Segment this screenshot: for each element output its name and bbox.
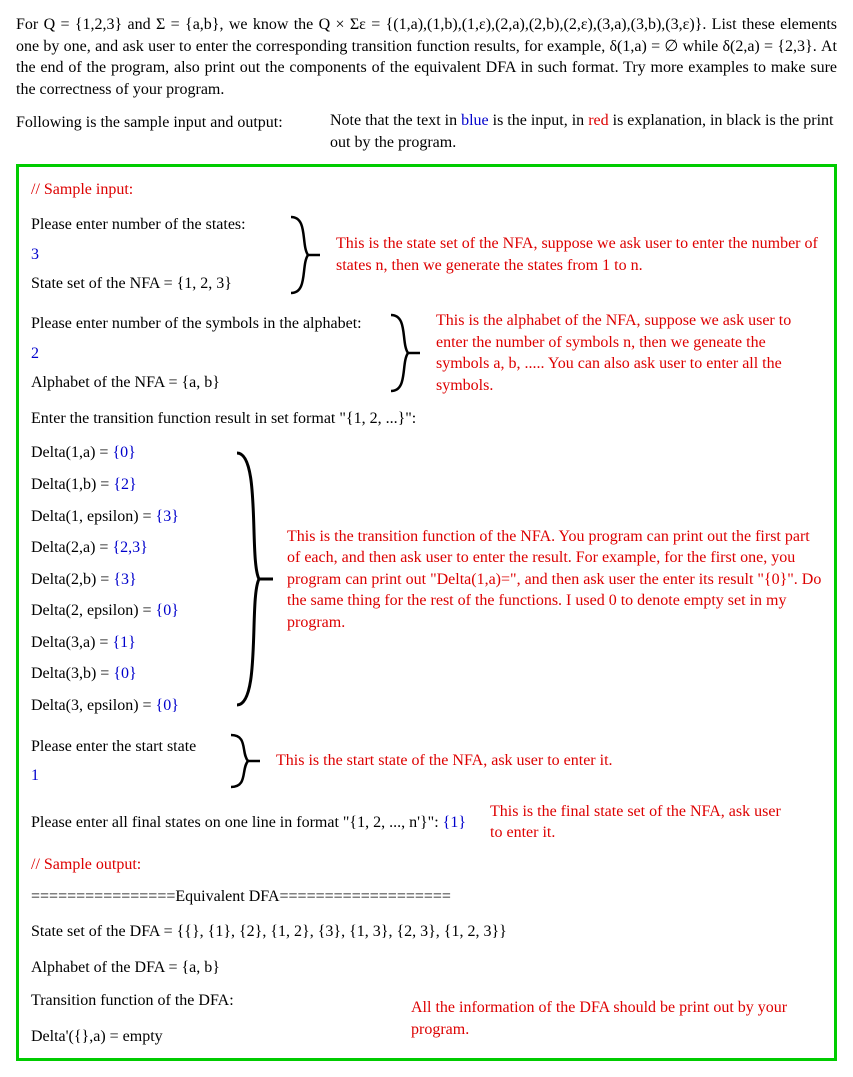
intro-row: Following is the sample input and output… <box>16 110 837 153</box>
trans-note: This is the transition function of the N… <box>277 526 822 634</box>
trans-item-label: Delta(1,b) = <box>31 476 113 493</box>
states-block: Please enter number of the states: 3 Sta… <box>31 210 822 299</box>
trans-item-value: {2} <box>113 476 136 493</box>
final-note: This is the final state set of the NFA, … <box>480 801 790 844</box>
intro-right-red: red <box>588 112 608 129</box>
trans-item-label: Delta(3,a) = <box>31 634 112 651</box>
brace-icon <box>231 449 277 709</box>
alphabet-block: Please enter number of the symbols in th… <box>31 309 822 398</box>
trans-item: Delta(1, epsilon) = {3} <box>31 506 231 528</box>
trans-item-label: Delta(2,a) = <box>31 539 112 556</box>
intro-paragraph: For Q = {1,2,3} and Σ = {a,b}, we know t… <box>16 14 837 100</box>
states-input: 3 <box>31 244 286 266</box>
dfa-alpha: Alphabet of the DFA = {a, b} <box>31 957 822 979</box>
dfa-trans-block: Transition function of the DFA: Delta'({… <box>31 986 822 1051</box>
trans-item-label: Delta(1, epsilon) = <box>31 508 156 525</box>
trans-item-label: Delta(2, epsilon) = <box>31 602 156 619</box>
trans-item-value: {2,3} <box>112 539 147 556</box>
start-block: Please enter the start state 1 This is t… <box>31 732 822 791</box>
intro-right-a: Note that the text in <box>330 112 461 129</box>
intro-right: Note that the text in blue is the input,… <box>330 110 837 153</box>
states-prompt: Please enter number of the states: <box>31 214 286 236</box>
alphabet-input: 2 <box>31 343 386 365</box>
trans-item: Delta(2,a) = {2,3} <box>31 537 231 559</box>
intro-right-b: is the input, in <box>489 112 589 129</box>
trans-item-value: {1} <box>112 634 135 651</box>
intro-right-blue: blue <box>461 112 489 129</box>
alphabet-result: Alphabet of the NFA = {a, b} <box>31 372 386 394</box>
start-prompt: Please enter the start state <box>31 736 226 758</box>
brace-icon <box>226 733 266 789</box>
trans-item-value: {0} <box>113 665 136 682</box>
trans-block: Delta(1,a) = {0}Delta(1,b) = {2}Delta(1,… <box>31 437 822 721</box>
trans-item: Delta(1,a) = {0} <box>31 442 231 464</box>
dfa-trans-header: Transition function of the DFA: <box>31 990 401 1012</box>
final-block: Please enter all final states on one lin… <box>31 801 822 844</box>
trans-item: Delta(3,a) = {1} <box>31 632 231 654</box>
sample-box: // Sample input: Please enter number of … <box>16 164 837 1061</box>
states-note: This is the state set of the NFA, suppos… <box>326 233 822 276</box>
trans-item-label: Delta(2,b) = <box>31 571 113 588</box>
trans-item-value: {3} <box>156 508 179 525</box>
intro-left: Following is the sample input and output… <box>16 110 316 153</box>
trans-item-label: Delta(1,a) = <box>31 444 112 461</box>
sample-input-label: // Sample input: <box>31 179 822 201</box>
equiv-header: ================Equivalent DFA==========… <box>31 886 822 908</box>
start-note: This is the start state of the NFA, ask … <box>266 750 822 772</box>
dfa-note: All the information of the DFA should be… <box>401 997 822 1040</box>
start-input: 1 <box>31 765 226 787</box>
trans-item-value: {0} <box>156 602 179 619</box>
final-left: Please enter all final states on one lin… <box>31 812 466 834</box>
trans-item-label: Delta(3,b) = <box>31 665 113 682</box>
trans-item-value: {3} <box>113 571 136 588</box>
brace-icon <box>286 215 326 295</box>
states-result: State set of the NFA = {1, 2, 3} <box>31 273 286 295</box>
trans-item-value: {0} <box>156 697 179 714</box>
trans-header: Enter the transition function result in … <box>31 408 822 430</box>
trans-item: Delta(3,b) = {0} <box>31 663 231 685</box>
final-input: {1} <box>443 814 466 831</box>
brace-icon <box>386 313 426 393</box>
trans-item-label: Delta(3, epsilon) = <box>31 697 156 714</box>
sample-output-label: // Sample output: <box>31 854 822 876</box>
dfa-trans-first: Delta'({},a) = empty <box>31 1026 401 1048</box>
alphabet-prompt: Please enter number of the symbols in th… <box>31 313 386 335</box>
trans-item: Delta(1,b) = {2} <box>31 474 231 496</box>
alphabet-note: This is the alphabet of the NFA, suppose… <box>426 310 822 396</box>
trans-item-value: {0} <box>112 444 135 461</box>
trans-item: Delta(3, epsilon) = {0} <box>31 695 231 717</box>
dfa-state: State set of the DFA = {{}, {1}, {2}, {1… <box>31 921 822 943</box>
trans-item: Delta(2,b) = {3} <box>31 569 231 591</box>
trans-item: Delta(2, epsilon) = {0} <box>31 600 231 622</box>
final-prompt: Please enter all final states on one lin… <box>31 814 443 831</box>
